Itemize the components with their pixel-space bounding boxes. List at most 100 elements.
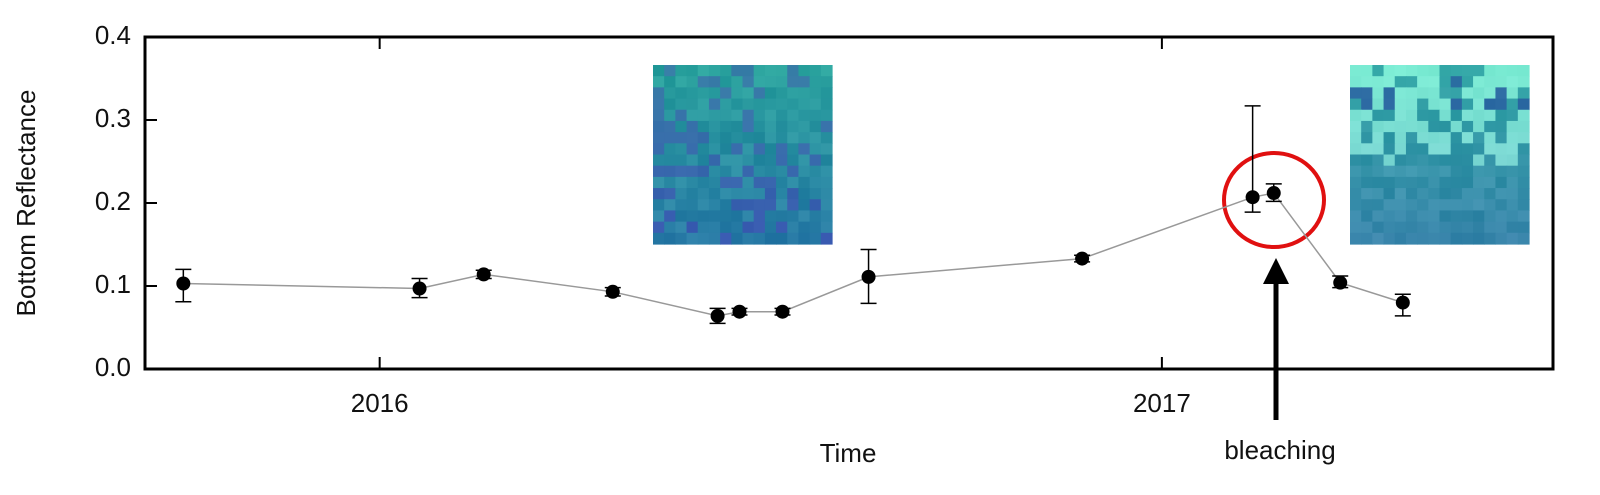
image-pixel <box>809 120 822 133</box>
image-pixel <box>742 98 755 111</box>
image-pixel <box>1394 98 1407 111</box>
image-pixel <box>776 154 788 167</box>
image-pixel <box>1372 188 1385 200</box>
image-pixel <box>776 232 788 245</box>
image-pixel <box>776 120 788 133</box>
image-pixel <box>1428 65 1441 77</box>
image-pixel <box>1383 132 1396 144</box>
image-pixel <box>1517 65 1530 77</box>
image-pixel <box>731 221 744 234</box>
image-pixel <box>720 98 732 111</box>
image-pixel <box>1506 176 1519 189</box>
image-pixel <box>708 132 721 144</box>
image-pixel <box>1484 210 1497 223</box>
image-pixel <box>787 120 800 133</box>
image-pixel <box>742 199 755 212</box>
image-pixel <box>798 65 811 77</box>
image-pixel <box>1484 109 1497 122</box>
image-pixel <box>1361 232 1373 245</box>
image-pixel <box>1461 109 1474 122</box>
image-pixel <box>764 132 777 144</box>
image-pixel <box>1350 76 1362 88</box>
image-pixel <box>1361 76 1373 88</box>
image-pixel <box>675 143 688 156</box>
image-pixel <box>798 188 811 200</box>
image-pixel <box>653 143 665 156</box>
image-pixel <box>787 210 800 223</box>
image-pixel <box>1383 98 1396 111</box>
image-pixel <box>697 165 710 178</box>
image-pixel <box>1495 76 1508 88</box>
image-pixel <box>776 143 788 156</box>
image-pixel <box>764 199 777 212</box>
image-pixel <box>753 109 766 122</box>
image-pixel <box>1350 188 1362 200</box>
image-pixel <box>1361 109 1373 122</box>
image-pixel <box>1439 132 1452 144</box>
image-pixel <box>1495 232 1508 245</box>
image-pixel <box>1417 199 1429 212</box>
image-pixel <box>776 165 788 178</box>
image-pixel <box>731 154 744 167</box>
image-pixel <box>1461 165 1474 178</box>
image-pixel <box>1372 87 1385 100</box>
image-pixel <box>720 165 732 178</box>
image-pixel <box>1506 65 1519 77</box>
image-pixel <box>787 87 800 100</box>
image-pixel <box>1473 87 1485 100</box>
image-pixel <box>1450 210 1463 223</box>
image-pixel <box>653 98 665 111</box>
image-pixel <box>1461 120 1474 133</box>
image-pixel <box>686 87 699 100</box>
image-pixel <box>1394 188 1407 200</box>
y-tick-label: 0.0 <box>95 352 131 382</box>
image-pixel <box>1394 199 1407 212</box>
image-pixel <box>708 165 721 178</box>
image-pixel <box>697 87 710 100</box>
image-pixel <box>686 109 699 122</box>
image-pixel <box>742 65 755 77</box>
image-pixel <box>776 132 788 144</box>
image-pixel <box>1405 65 1418 77</box>
image-pixel <box>809 76 822 88</box>
image-pixel <box>1372 221 1385 234</box>
image-pixel <box>776 176 788 189</box>
image-pixel <box>742 221 755 234</box>
image-pixel <box>1506 76 1519 88</box>
image-pixel <box>1394 143 1407 156</box>
image-pixel <box>708 98 721 111</box>
image-pixel <box>1350 143 1362 156</box>
y-tick-label: 0.3 <box>95 103 131 133</box>
image-pixel <box>1383 65 1396 77</box>
image-pixel <box>1394 76 1407 88</box>
image-pixel <box>1484 65 1497 77</box>
image-pixel <box>720 76 732 88</box>
image-pixel <box>1450 109 1463 122</box>
image-pixel <box>1417 98 1429 111</box>
image-pixel <box>1461 154 1474 167</box>
image-pixel <box>1350 120 1362 133</box>
image-pixel <box>1405 87 1418 100</box>
image-pixel <box>664 210 676 223</box>
image-pixel <box>809 98 822 111</box>
image-pixel <box>798 210 811 223</box>
image-pixel <box>1417 232 1429 245</box>
image-pixel <box>1473 120 1485 133</box>
image-pixel <box>731 65 744 77</box>
image-pixel <box>697 221 710 234</box>
image-pixel <box>1473 221 1485 234</box>
image-pixel <box>686 98 699 111</box>
image-pixel <box>753 143 766 156</box>
image-pixel <box>675 221 688 234</box>
image-pixel <box>653 76 665 88</box>
image-pixel <box>798 221 811 234</box>
image-pixel <box>1461 65 1474 77</box>
image-pixel <box>820 176 833 189</box>
image-pixel <box>1417 120 1429 133</box>
image-pixel <box>1495 199 1508 212</box>
image-pixel <box>697 199 710 212</box>
image-pixel <box>686 154 699 167</box>
image-pixel <box>708 109 721 122</box>
image-pixel <box>1484 132 1497 144</box>
image-pixel <box>1506 165 1519 178</box>
